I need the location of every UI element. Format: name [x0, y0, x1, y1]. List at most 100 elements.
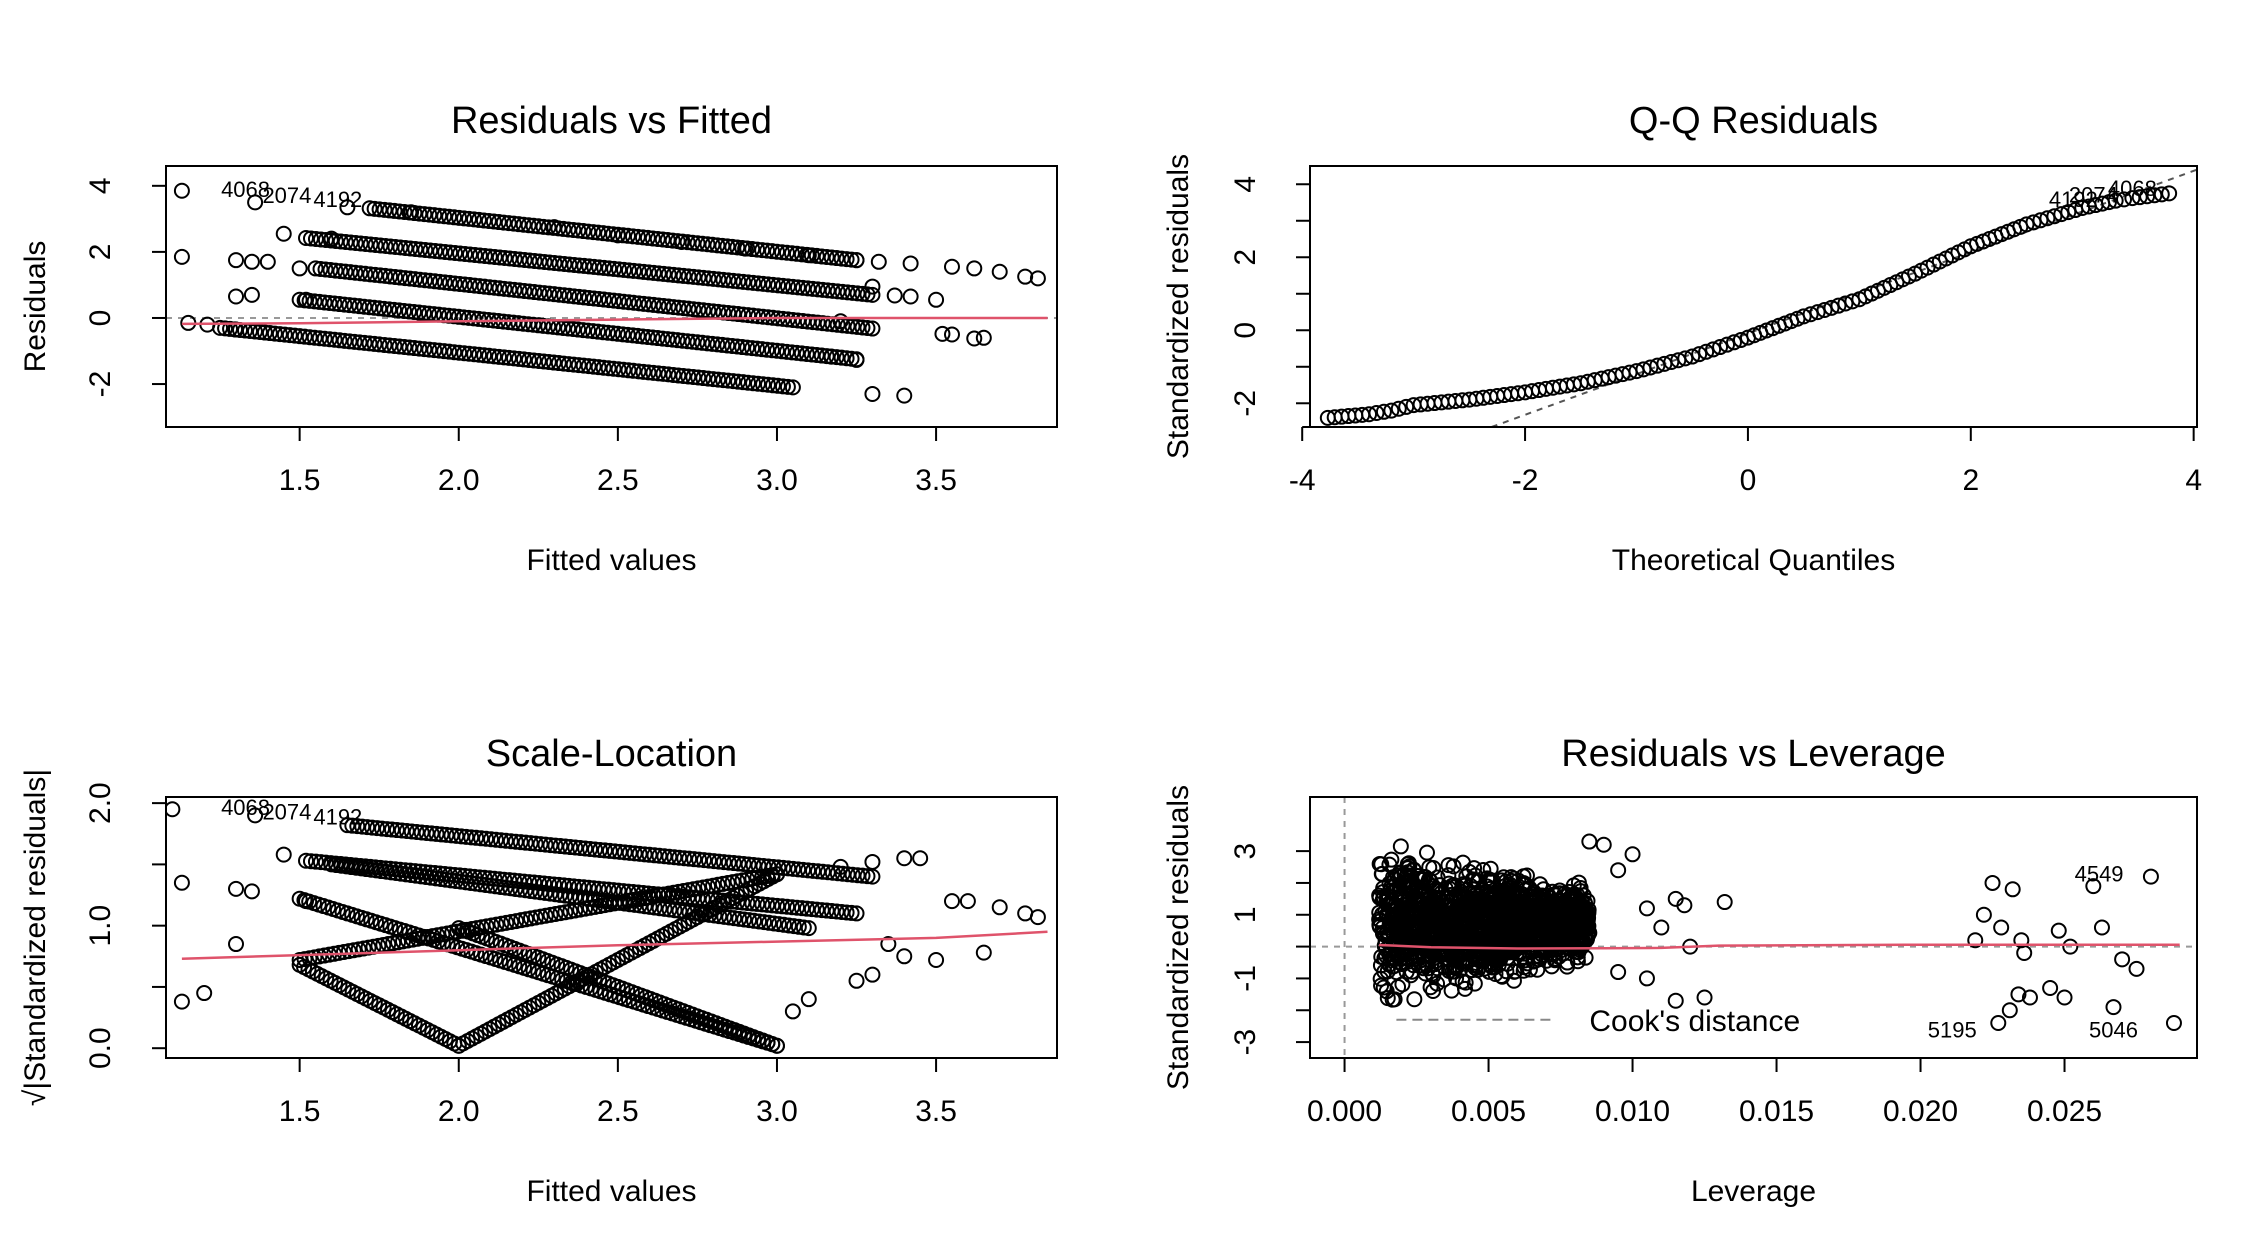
cluster-point: [1418, 844, 1435, 861]
band-point: [859, 286, 876, 303]
band-point: [634, 229, 651, 246]
cluster-point: [1379, 927, 1396, 944]
band-point: [829, 283, 846, 300]
band-point: [809, 314, 826, 331]
band-point: [520, 316, 537, 333]
qq-point: [2032, 212, 2049, 229]
band-point: [530, 218, 547, 235]
data-point: [975, 944, 992, 961]
band-point: [406, 205, 423, 222]
band-point: [496, 249, 513, 266]
band-point: [725, 373, 742, 390]
chart-title: Residuals vs Fitted: [451, 100, 772, 142]
band-point: [595, 881, 612, 898]
band-point: [530, 352, 547, 369]
band-point: [541, 254, 558, 271]
band-point: [606, 260, 623, 277]
band-point: [387, 238, 404, 255]
cluster-point: [1389, 867, 1406, 884]
band-point: [363, 861, 380, 878]
band-point: [296, 292, 313, 309]
band-point: [605, 292, 622, 309]
x-tick-label: 0.020: [1883, 1095, 1958, 1128]
band-point: [376, 336, 393, 353]
band-point: [689, 890, 706, 907]
cluster-point: [1487, 949, 1504, 966]
cluster-point: [1446, 879, 1463, 896]
band-point: [700, 270, 717, 287]
band-point: [749, 241, 766, 258]
panel-1: Residuals vs Fitted Fitted values Residual…: [19, 100, 1058, 577]
band-point: [774, 898, 791, 915]
band-point: [823, 249, 840, 266]
band-point: [466, 346, 483, 363]
band-point: [431, 273, 448, 290]
band-point: [745, 307, 762, 324]
band-point: [388, 865, 405, 882]
band-point: [367, 266, 384, 283]
band-point: [833, 250, 850, 267]
band-point: [849, 285, 866, 302]
band-point: [447, 244, 464, 261]
band-point: [291, 291, 308, 308]
data-point: [2093, 919, 2110, 936]
band-point: [367, 237, 384, 254]
band-point: [505, 314, 522, 331]
cluster-point: [1466, 871, 1483, 888]
band-point: [525, 316, 542, 333]
band-point: [624, 228, 641, 245]
band-point: [680, 368, 697, 385]
band-point: [446, 209, 463, 226]
band-point: [734, 239, 751, 256]
band-point: [481, 279, 498, 296]
band-point: [671, 902, 688, 919]
cluster-point: [1528, 898, 1545, 915]
band-point: [649, 230, 666, 247]
band-point: [828, 250, 845, 267]
band-point: [361, 200, 378, 217]
band-point: [427, 870, 444, 887]
band-point: [745, 375, 762, 392]
band-point: [798, 246, 815, 263]
qq-point: [1816, 301, 1833, 318]
data-point: [2128, 960, 2145, 977]
band-point: [291, 328, 308, 345]
band-point: [555, 355, 572, 372]
band-point: [490, 214, 507, 231]
cluster-point: [1411, 870, 1428, 887]
band-point: [606, 894, 623, 911]
band-point: [411, 340, 428, 357]
cluster-point: [1417, 965, 1434, 982]
band-point: [362, 236, 379, 253]
qq-point: [1725, 334, 1742, 351]
data-point: [2105, 999, 2122, 1016]
band-point: [679, 333, 696, 350]
band-point: [373, 863, 390, 880]
band-point: [431, 207, 448, 224]
band-point: [675, 367, 692, 384]
band-point: [818, 248, 835, 265]
band-point: [431, 342, 448, 359]
band-point: [585, 323, 602, 340]
band-point: [276, 326, 293, 343]
data-point: [880, 936, 897, 953]
panel-2: Q-Q Residuals Theoretical Quantiles Standa…: [1162, 100, 2202, 577]
band-point: [616, 895, 633, 912]
point-label: 2074: [262, 800, 311, 825]
point-label: 4549: [2075, 861, 2124, 886]
band-point: [769, 243, 786, 260]
band-point: [634, 328, 651, 345]
y-tick-label: 1.0: [84, 905, 117, 947]
band-point: [675, 267, 692, 284]
band-point: [864, 286, 881, 303]
band-point: [401, 303, 418, 320]
band-point: [535, 317, 552, 334]
cluster-point: [1443, 982, 1460, 999]
band-point: [844, 318, 861, 335]
band-point: [511, 282, 528, 299]
data-point: [966, 330, 983, 347]
band-point: [361, 335, 378, 352]
band-point: [706, 907, 723, 924]
band-point: [461, 277, 478, 294]
band-point: [551, 255, 568, 272]
